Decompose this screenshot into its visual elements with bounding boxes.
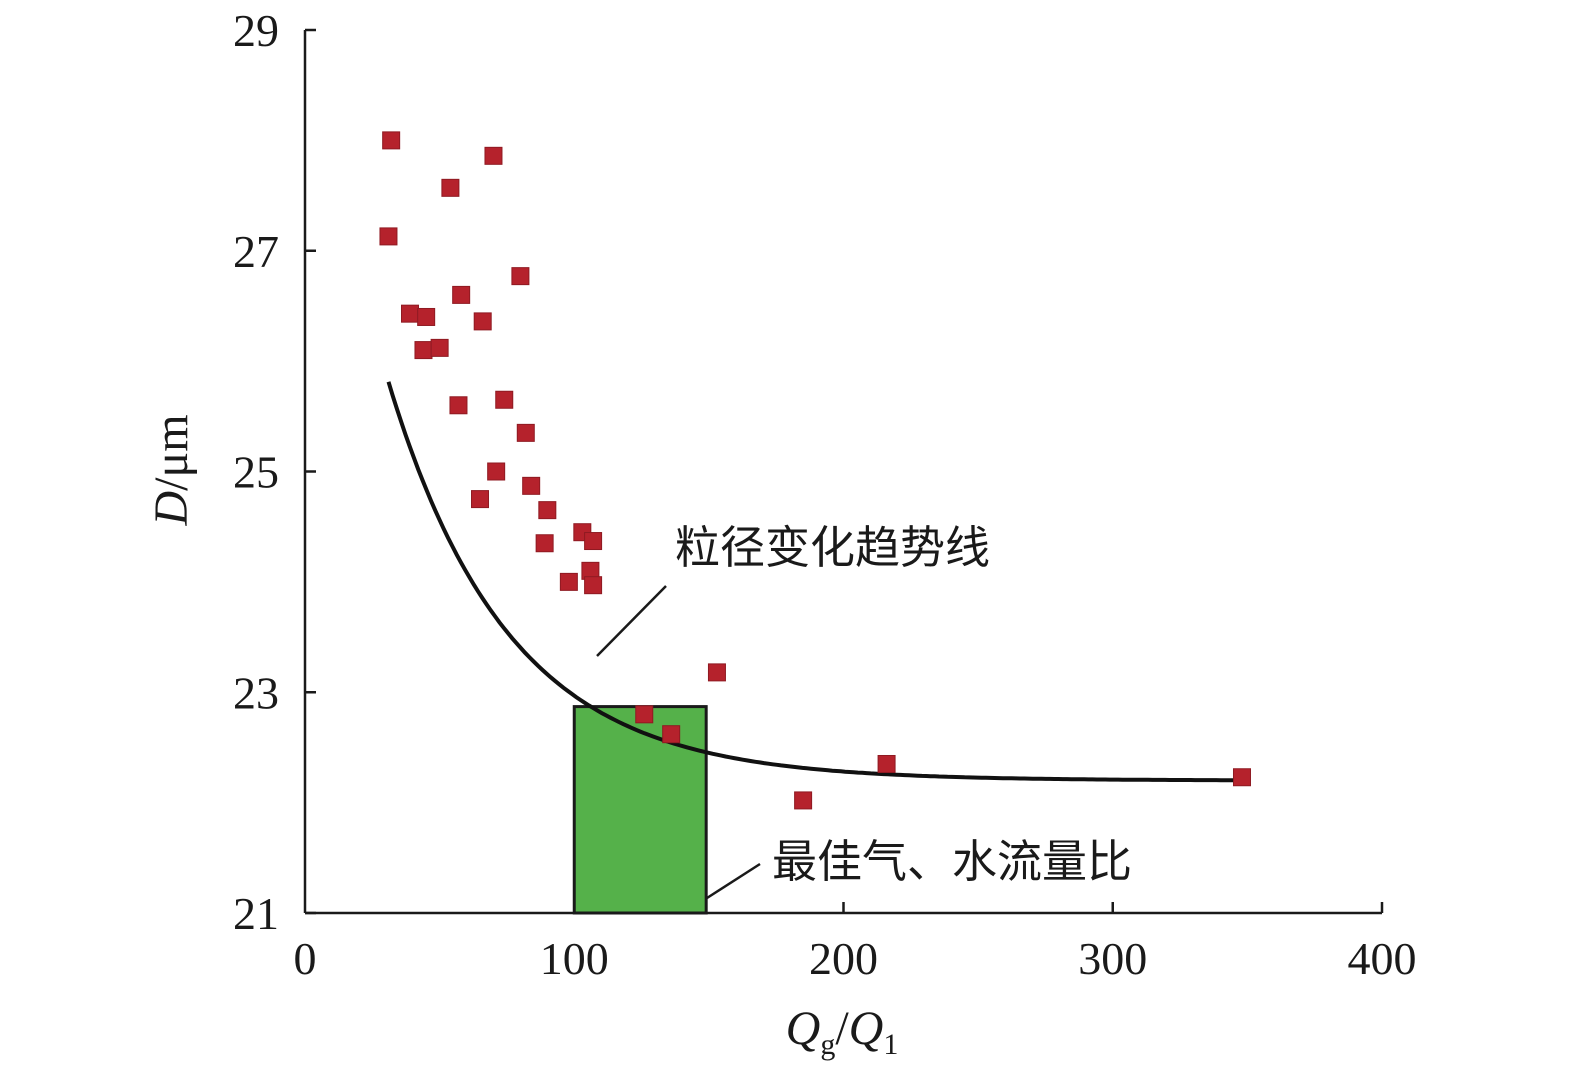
data-point-25 (635, 705, 654, 724)
data-point-5 (452, 285, 471, 304)
data-point-10 (430, 338, 449, 357)
data-point-23 (584, 576, 603, 595)
x-axis-numerator: Q (786, 1002, 821, 1055)
optimal-ratio-label: 最佳气、水流量比 (772, 835, 1132, 888)
data-point-11 (449, 396, 468, 415)
data-point-2 (441, 178, 460, 197)
x-axis-slash: / (835, 1002, 849, 1055)
x-axis-denominator: Q (849, 1002, 884, 1055)
x-tick-label-200: 200 (809, 933, 878, 984)
data-point-1 (484, 146, 503, 165)
data-point-13 (516, 423, 535, 442)
trend-line-label: 粒径变化趋势线 (675, 521, 990, 574)
data-point-27 (877, 754, 896, 773)
region-label-leader (706, 862, 761, 900)
y-tick-label-21: 21 (233, 888, 279, 939)
data-point-24 (707, 663, 726, 682)
data-point-8 (417, 307, 436, 326)
y-axis-unit: /μm (145, 414, 198, 490)
optimal-region-layer (572, 705, 708, 915)
x-axis-numerator-sub: g (820, 1028, 835, 1061)
data-point-26 (662, 725, 681, 744)
y-tick-label-29: 29 (233, 5, 279, 56)
y-axis-label: D/μm (145, 414, 198, 526)
data-point-17 (538, 501, 557, 520)
axes-layer: 0 100 200 300 400 21 23 25 27 29 (233, 5, 1417, 984)
trend-curve-layer (386, 381, 1242, 783)
data-point-19 (584, 532, 603, 551)
annotation-layer (596, 585, 761, 900)
y-tick-label-27: 27 (233, 226, 279, 277)
data-points-layer (379, 131, 1251, 810)
data-point-22 (559, 572, 578, 591)
data-point-0 (382, 131, 401, 150)
data-point-16 (471, 490, 490, 509)
optimal-region (572, 705, 708, 915)
data-point-20 (535, 534, 554, 553)
data-point-15 (522, 476, 541, 495)
trend-label-leader (596, 585, 667, 657)
x-tick-label-400: 400 (1348, 933, 1417, 984)
data-point-29 (794, 791, 813, 810)
data-point-6 (473, 312, 492, 331)
y-tick-label-23: 23 (233, 667, 279, 718)
x-tick-label-100: 100 (540, 933, 609, 984)
y-axis-variable: D (145, 491, 198, 527)
x-axis-denominator-sub: 1 (883, 1028, 898, 1061)
data-point-3 (379, 227, 398, 246)
data-point-12 (495, 390, 514, 409)
x-axis-label: Qg/Q1 (786, 1002, 899, 1061)
data-point-4 (511, 267, 530, 286)
data-point-9 (414, 341, 433, 360)
data-point-7 (401, 304, 420, 323)
x-tick-label-300: 300 (1078, 933, 1147, 984)
data-point-28 (1232, 768, 1251, 787)
y-tick-label-25: 25 (233, 447, 279, 498)
data-point-14 (487, 462, 506, 481)
trend-curve (386, 381, 1242, 783)
x-tick-label-0: 0 (294, 933, 317, 984)
